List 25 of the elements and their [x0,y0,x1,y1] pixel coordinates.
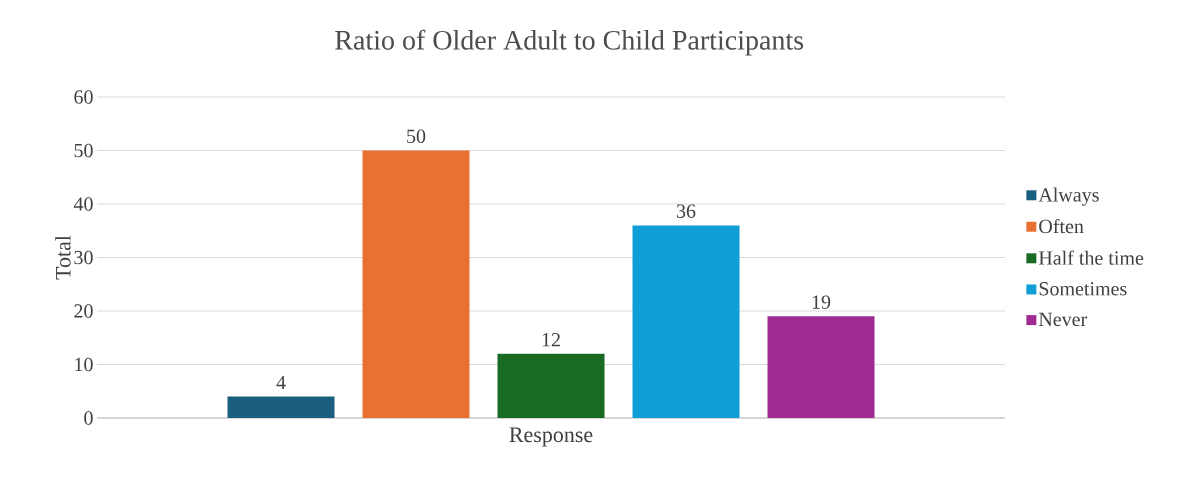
legend-label: Often [1039,218,1084,234]
y-tick-label: 60 [74,90,93,104]
x-axis-title: Response [509,427,593,447]
chart-title: Ratio of Older Adult to Child Participants [335,29,804,56]
bar [497,353,605,418]
y-tick-label: 50 [74,143,93,158]
y-tick-label: 30 [74,250,93,265]
y-tick-label: 40 [73,197,93,211]
data-label: 50 [407,129,426,143]
legend-label: Always [1038,187,1099,206]
y-tick-label: 10 [75,357,93,372]
bar [632,225,740,418]
y-axis-title: Total [55,235,71,280]
data-label: 4 [276,375,286,390]
bar [767,316,875,418]
y-tick-label: 20 [74,304,93,318]
data-label: 12 [542,333,560,347]
legend-label: Never [1038,312,1088,327]
legend-label: Sometimes [1039,282,1127,296]
bar [227,396,335,418]
legend-label: Half the time [1038,250,1144,265]
bar [362,150,470,418]
data-label: 36 [676,204,696,218]
data-label: 19 [812,295,831,309]
y-tick-label: 0 [84,411,93,425]
